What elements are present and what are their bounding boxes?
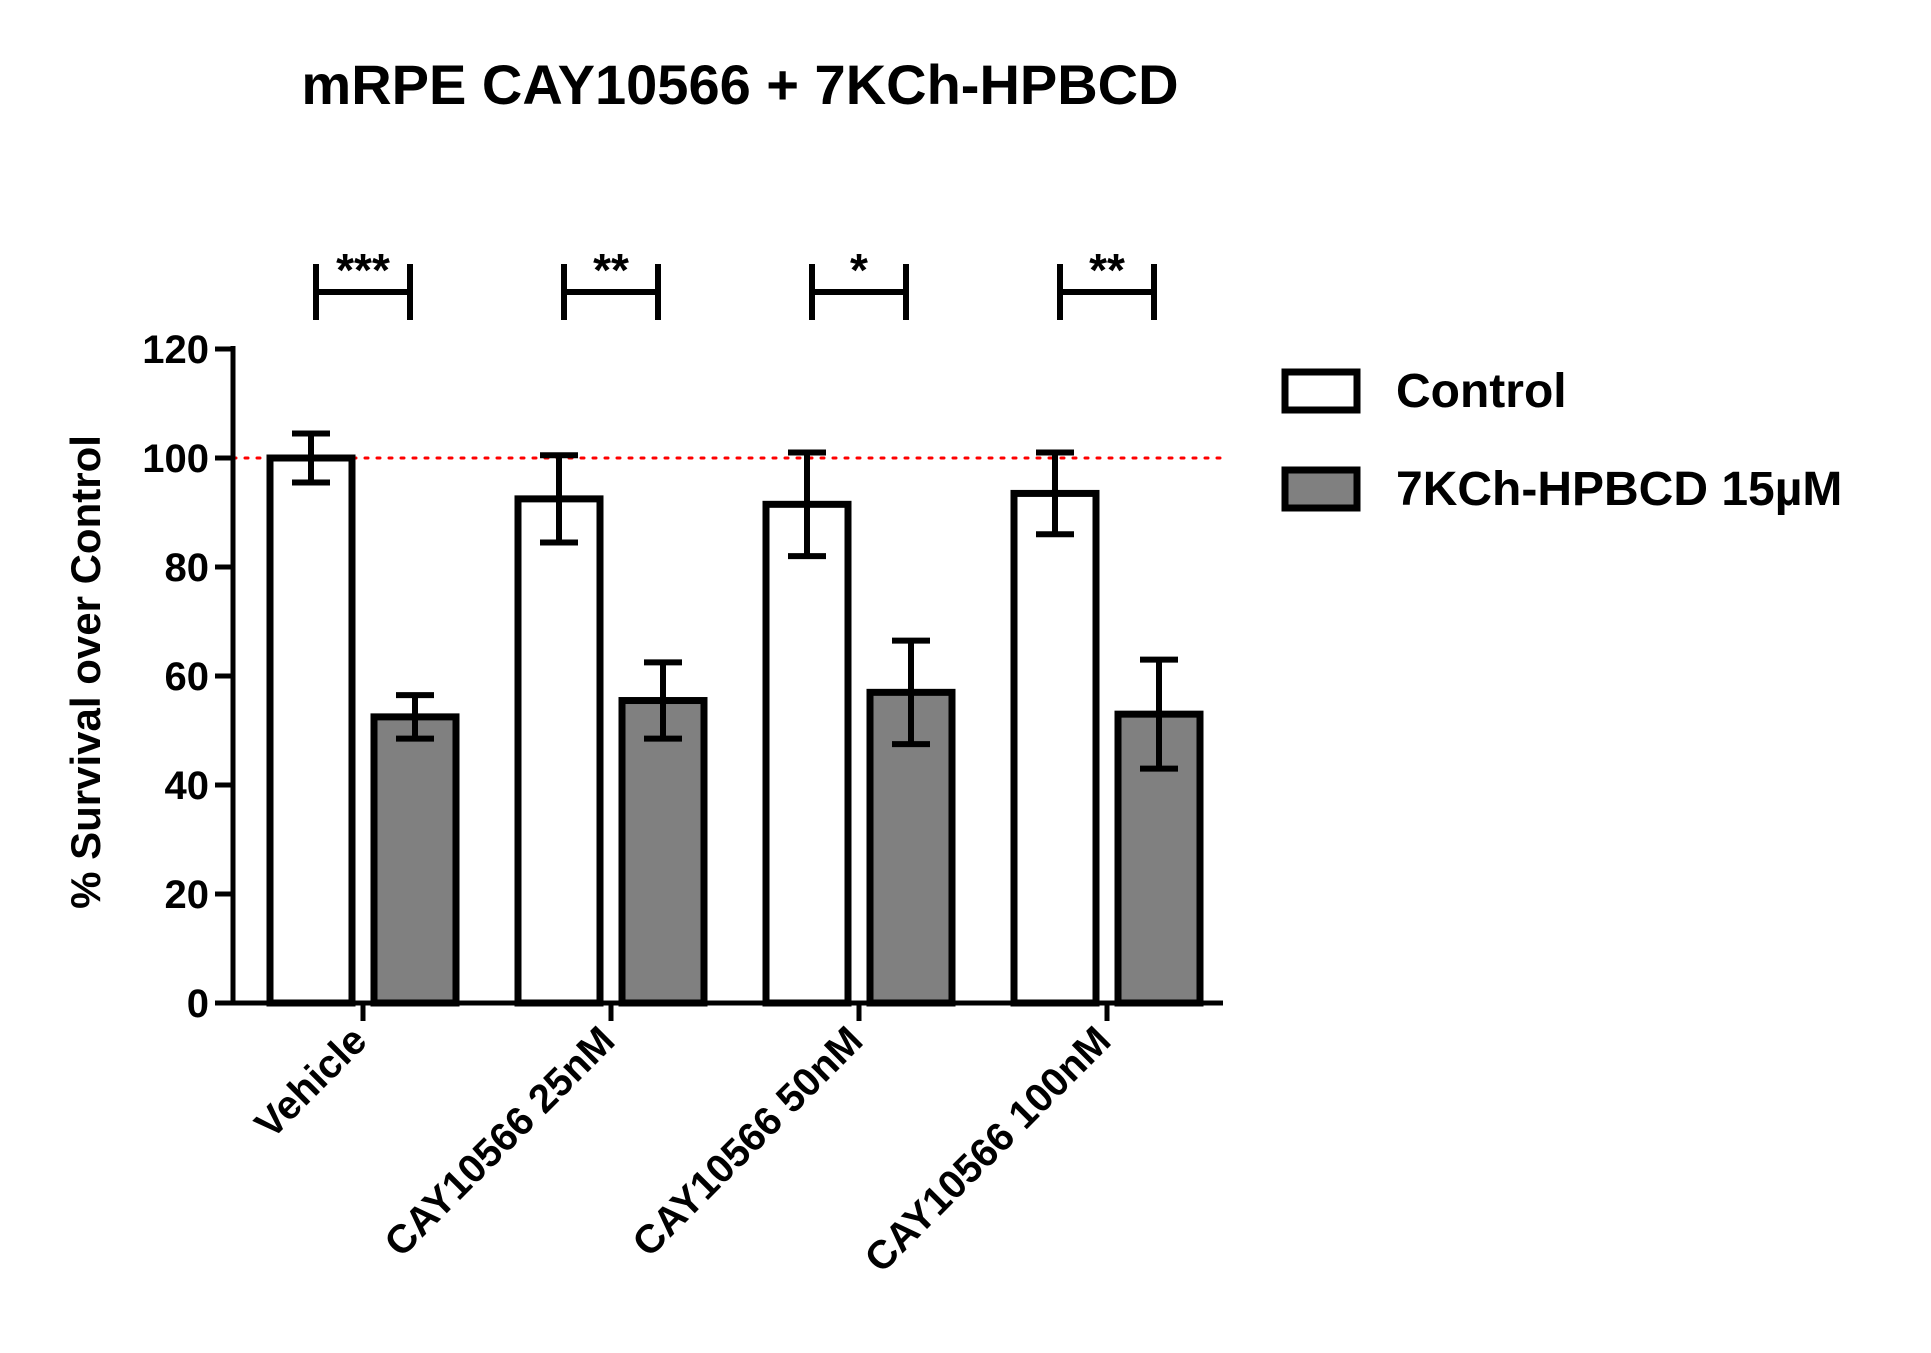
- y-tick-label: 120: [142, 328, 209, 372]
- bar-control-1: [514, 495, 604, 1007]
- x-tick-label: CAY10566 50nM: [624, 1018, 871, 1265]
- bar-treated-0: [370, 713, 460, 1007]
- bars-layer: [266, 454, 1204, 1007]
- y-tick-label: 0: [187, 982, 209, 1026]
- bar-treated-1: [618, 697, 708, 1007]
- legend-label-control: Control: [1396, 365, 1567, 418]
- bar-control-2: [762, 500, 852, 1007]
- legend-label-treated: 7KCh-HPBCD 15µM: [1396, 463, 1842, 516]
- significance-label: **: [593, 244, 629, 296]
- error-bars-layer: [292, 430, 1178, 772]
- x-tick-label: CAY10566 25nM: [376, 1018, 623, 1265]
- y-tick-label: 20: [165, 873, 210, 917]
- legend-swatch-treated: [1281, 466, 1361, 512]
- bar-control-3: [1010, 489, 1100, 1007]
- legend-swatch-control: [1281, 368, 1361, 414]
- bar-control-0: [266, 454, 356, 1007]
- y-tick-label: 40: [165, 764, 210, 808]
- x-tick-label: CAY10566 100nM: [857, 1018, 1120, 1281]
- y-tick-label: 80: [165, 546, 210, 590]
- x-tick-label: Vehicle: [247, 1018, 376, 1147]
- chart-title: mRPE CAY10566 + 7KCh-HPBCD: [301, 53, 1178, 116]
- legend: Control 7KCh-HPBCD 15µM: [1281, 365, 1842, 516]
- y-tick-label: 60: [165, 655, 210, 699]
- y-tick-label: 100: [142, 437, 209, 481]
- significance-label: ***: [336, 244, 390, 296]
- y-axis-title: % Survival over Control: [62, 435, 109, 909]
- significance-label: **: [1089, 244, 1125, 296]
- significance-label: *: [850, 244, 868, 296]
- significance-layer: *** ** * **: [313, 244, 1157, 320]
